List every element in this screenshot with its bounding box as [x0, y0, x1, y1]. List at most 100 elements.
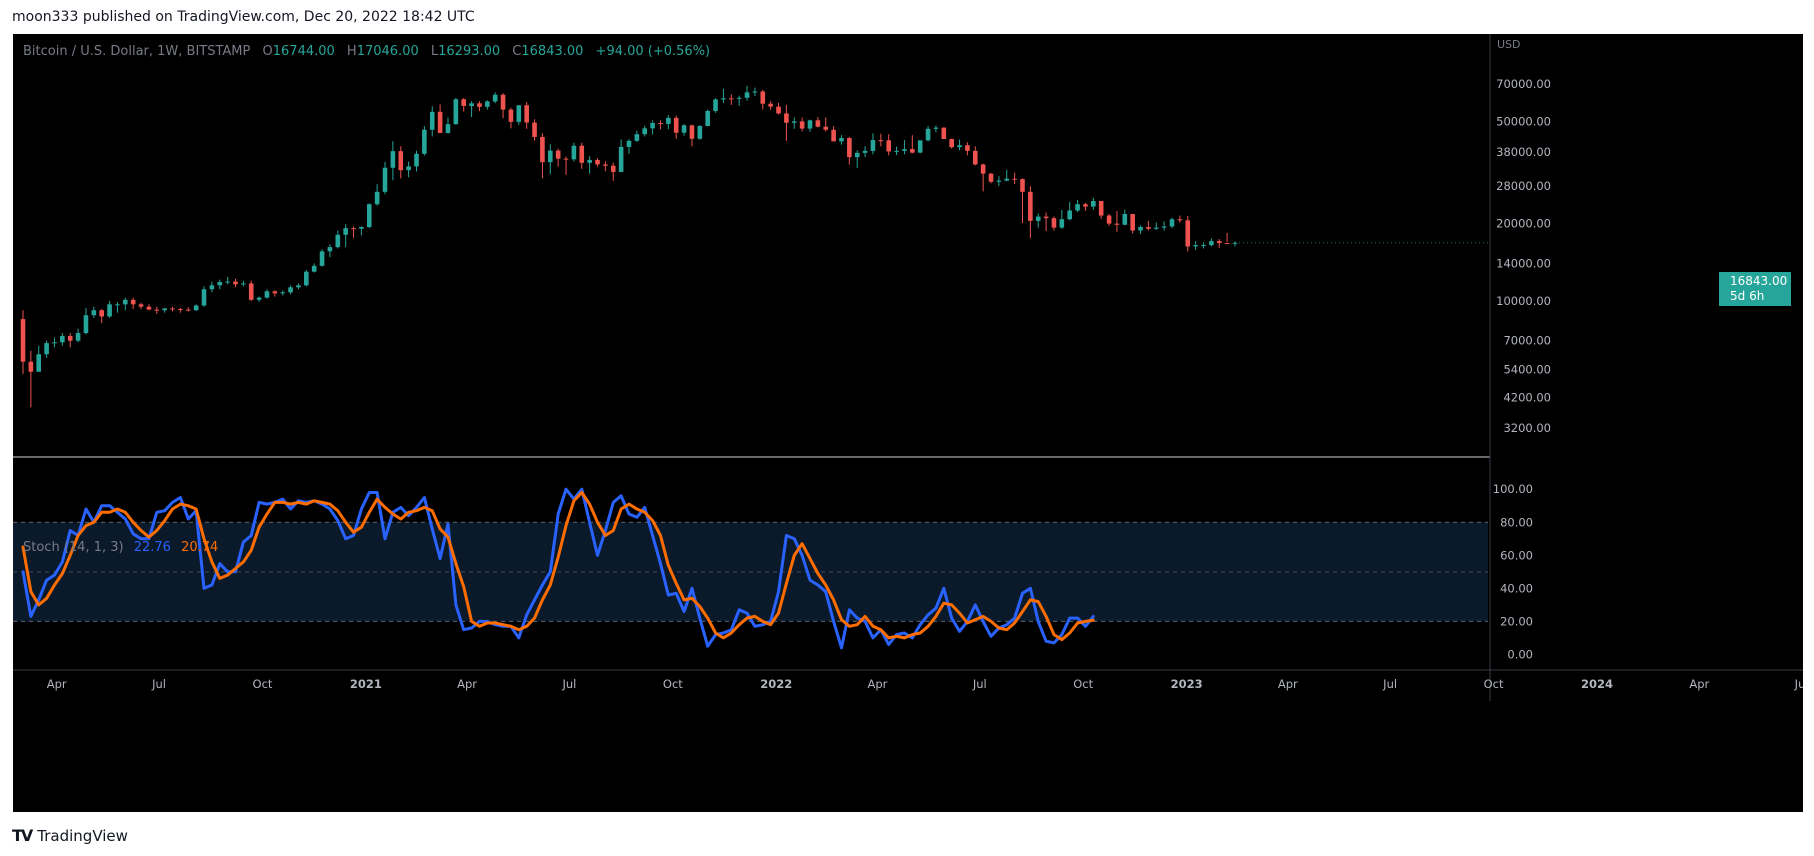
candle-body [1012, 178, 1017, 180]
candle-body [256, 297, 262, 300]
price-tick-label: 7000.00 [1503, 334, 1551, 348]
candle-body [618, 146, 624, 172]
candle-body [563, 158, 569, 160]
candle-body [1224, 243, 1230, 245]
close-label: C [512, 44, 522, 59]
candle-body [178, 309, 183, 311]
candle-body [154, 309, 160, 311]
candle-body [729, 98, 734, 100]
candle-body [634, 134, 640, 141]
time-tick-label: 2022 [760, 677, 792, 691]
candle-body [390, 151, 396, 168]
candle-body [571, 145, 577, 160]
candle-body [1035, 216, 1041, 221]
candle-body [414, 153, 419, 167]
candle-body [162, 308, 167, 311]
candle-body [311, 265, 317, 272]
price-tick-label: 3200.00 [1503, 421, 1551, 435]
candle-body [941, 127, 947, 140]
time-tick-label: Apr [1689, 677, 1709, 691]
time-tick-label: Apr [868, 677, 888, 691]
candle-body [146, 306, 152, 310]
candle-body [1177, 219, 1183, 221]
stoch-tick-label: 80.00 [1500, 515, 1533, 529]
candle-body [185, 309, 191, 311]
candle-body [760, 91, 766, 104]
candle-body [815, 120, 821, 127]
candle-body [1216, 241, 1222, 244]
published-caption: moon333 published on TradingView.com, De… [12, 9, 475, 25]
footer-brand[interactable]: TradingView [37, 826, 128, 845]
stoch-d-line [21, 491, 1095, 642]
candle-body [650, 122, 655, 129]
low-value: 16293.00 [438, 44, 501, 59]
candle-body [776, 106, 781, 114]
low-label: L [430, 44, 439, 59]
candle-body [705, 110, 710, 126]
time-tick-label: Oct [663, 677, 683, 691]
high-value: 17046.00 [356, 44, 419, 59]
candle-body [894, 150, 899, 152]
candle-body [807, 120, 813, 129]
candle-body [343, 228, 348, 235]
candle-body [296, 285, 301, 288]
stoch-tick-label: 20.00 [1500, 614, 1533, 628]
time-tick-label: Apr [47, 677, 67, 691]
candle-body [1059, 219, 1065, 228]
candle-body [1028, 191, 1033, 221]
candle-body [587, 159, 592, 163]
symbol-title[interactable]: Bitcoin / U.S. Dollar, 1W, BITSTAMP [23, 44, 251, 59]
candle-body [99, 310, 104, 317]
candle-body [264, 291, 270, 298]
price-tick-label: 70000.00 [1496, 77, 1551, 91]
candle-body [721, 98, 726, 100]
candle-body [799, 121, 805, 129]
price-tick-label: 5400.00 [1503, 363, 1551, 377]
candle-body [736, 97, 742, 99]
stoch-title[interactable]: Stoch (14, 1, 3) [23, 540, 124, 555]
candle-body [138, 304, 144, 307]
candle-body [1075, 204, 1080, 211]
time-tick-label: Jul [151, 677, 166, 691]
candle-body [288, 287, 293, 293]
candle-body [280, 292, 286, 294]
candle-body [193, 305, 199, 311]
candle-body [1185, 220, 1191, 247]
candle-body [304, 271, 309, 286]
price-tick-label: 14000.00 [1496, 256, 1551, 270]
candle-body [1130, 214, 1135, 231]
candle-body [681, 125, 687, 133]
candle-body [1146, 227, 1151, 229]
last-price-tag: 16843.00 5d 6h [1719, 272, 1791, 306]
candle-body [1098, 200, 1104, 216]
change-value: +94.00 (+0.56%) [595, 44, 711, 59]
candle-body [547, 150, 553, 163]
candle-body [784, 113, 789, 123]
candle-body [673, 117, 679, 133]
price-tick-label: 4200.00 [1503, 391, 1551, 405]
tradingview-logo-icon[interactable]: TV [12, 826, 33, 845]
candle-body [910, 149, 915, 153]
candle-body [595, 159, 600, 165]
candle-body [658, 122, 663, 124]
candle-body [36, 354, 42, 372]
candle-body [610, 165, 616, 172]
time-tick-label: Jul [1382, 677, 1397, 691]
candle-body [925, 128, 931, 141]
currency-label: USD [1497, 38, 1521, 51]
stoch-d-value: 20.74 [181, 540, 219, 555]
candle-body [980, 164, 986, 174]
candle-body [445, 124, 451, 133]
time-tick-label: Jul [972, 677, 987, 691]
candle-body [359, 227, 364, 229]
candle-body [374, 191, 380, 205]
candle-body [768, 103, 773, 107]
candle-body [1043, 216, 1049, 219]
close-value: 16843.00 [521, 44, 584, 59]
chart-container[interactable]: USD 70000.00 50000.00 38000.00 28000.00 20000… [13, 34, 1803, 812]
price-tick-label: 20000.00 [1496, 217, 1551, 231]
candle-body [241, 283, 246, 285]
candle-body [1209, 241, 1214, 246]
candle-body [878, 140, 884, 142]
chart-canvas[interactable]: USD 70000.00 50000.00 38000.00 28000.00 20000… [13, 34, 1803, 812]
